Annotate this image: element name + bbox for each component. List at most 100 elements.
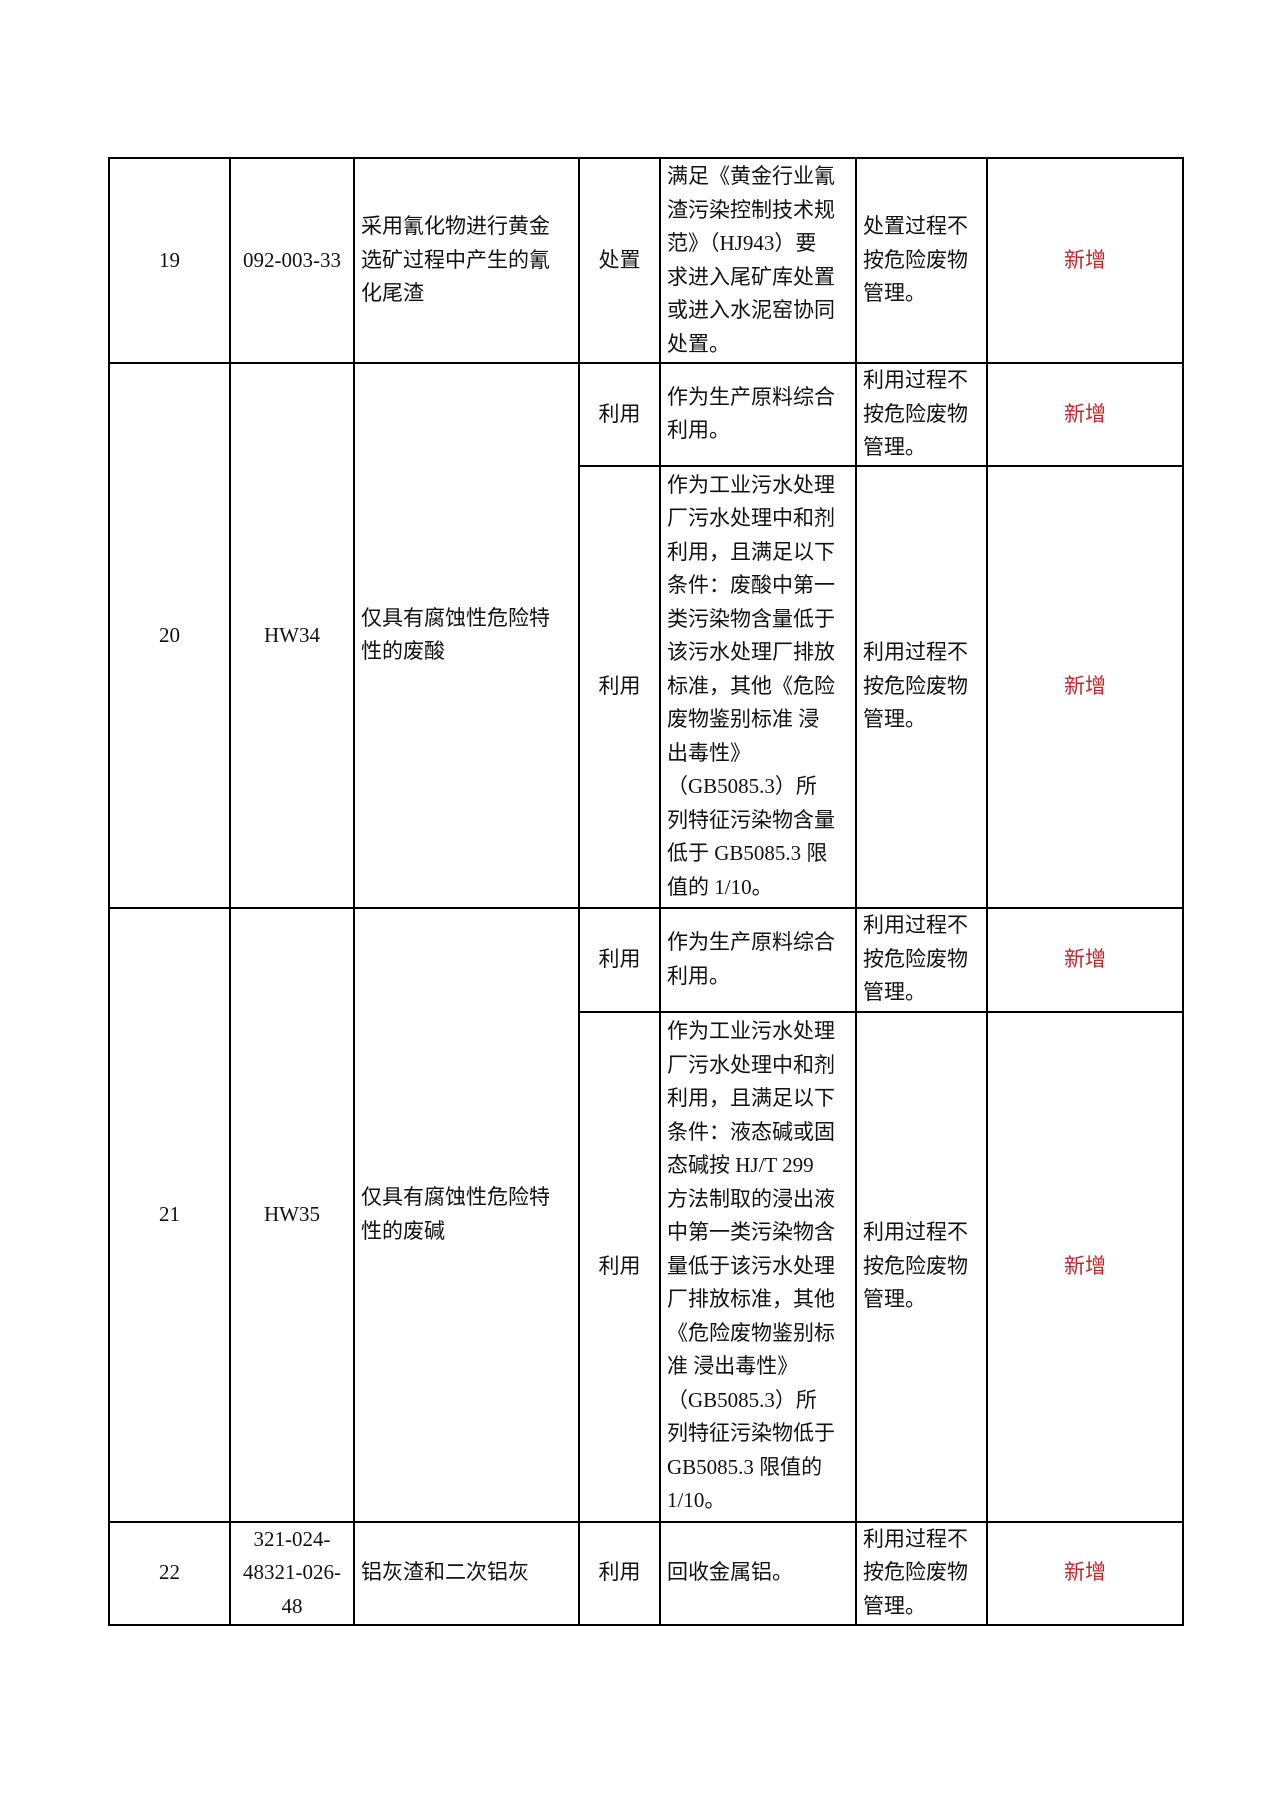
text-line: 1/10。 xyxy=(667,1488,726,1513)
text-line: 按危险废物 xyxy=(863,1253,968,1278)
text-line: 量低于该污水处理 xyxy=(667,1253,835,1278)
table-row: 20 HW34 仅具有腐蚀性危险特 性的废酸 利用 作为生产原料综合 利用。 利用过程不 按危险… xyxy=(108,362,1184,909)
text-line: 该污水处理厂排放 xyxy=(667,640,835,665)
text-line: 仅具有腐蚀性危险特 xyxy=(361,605,550,630)
text-line: 利用过程不 xyxy=(863,1526,968,1551)
row-number: 19 xyxy=(108,157,231,364)
method: 利用 xyxy=(578,1520,661,1626)
text-line: 态碱按 HJ/T 299 xyxy=(667,1153,814,1178)
method: 利用 xyxy=(578,1010,661,1523)
status: 新增 xyxy=(986,157,1184,364)
text-line: 利用过程不 xyxy=(863,368,968,392)
text-line: （GB5085.3）所 xyxy=(667,774,817,799)
table-row: 利用 作为工业污水处理 厂污水处理中和剂 利用，且满足以下 条件：废酸中第一 类污染物含量… xyxy=(109,464,1184,909)
text-line: 厂污水处理中和剂 xyxy=(667,1052,835,1077)
text-line: 仅具有腐蚀性危险特 xyxy=(361,1185,550,1209)
exemption-note: 利用过程不 按危险废物 管理。 xyxy=(855,362,988,467)
text-line: 321-024- xyxy=(253,1526,331,1551)
condition: 回收金属铝。 xyxy=(659,1520,857,1626)
exemption-note: 利用过程不 按危险废物 管理。 xyxy=(855,906,988,1013)
text-line: 求进入尾矿库处置 xyxy=(667,264,835,289)
table-row: 利用 作为工业污水处理 厂污水处理中和剂 利用，且满足以下 条件：液态碱或固 态碱按 HJ… xyxy=(109,1010,1184,1523)
row-number: 20 xyxy=(108,362,231,909)
text-line: 列特征污染物含量 xyxy=(667,807,835,832)
status: 新增 xyxy=(986,362,1184,467)
exemption-note: 利用过程不按危险废物管理。 xyxy=(855,1010,988,1523)
table-row: 22 321-024- 48321-026- 48 铝灰渣和二次铝灰 利用 回收金属铝。 利用… xyxy=(108,1520,1184,1626)
status: 新增 xyxy=(986,1010,1184,1523)
waste-name: 铝灰渣和二次铝灰 xyxy=(353,1520,580,1626)
text-line: （GB5085.3）所 xyxy=(667,1387,817,1412)
row-number: 21 xyxy=(108,906,231,1523)
text-line: 作为工业污水处理 xyxy=(667,472,835,497)
text-line: GB5085.3 限值的 xyxy=(667,1454,823,1479)
text-line: 利用，且满足以下 xyxy=(667,539,835,564)
waste-name: 采用氰化物进行黄金 选矿过程中产生的氰 化尾渣 xyxy=(353,157,580,364)
row-number: 22 xyxy=(108,1520,231,1626)
text-line: 按危险废物 xyxy=(863,1560,968,1585)
text-line: 092-003-33 xyxy=(243,247,341,272)
waste-code: 321-024- 48321-026- 48 xyxy=(229,1520,355,1626)
text-line: 48 xyxy=(281,1593,303,1618)
waste-code: HW34 xyxy=(229,362,355,909)
method: 利用 xyxy=(578,906,661,1013)
status: 新增 xyxy=(986,464,1184,909)
waste-exemption-table: 19 092-003-33 采用氰化物进行黄金 选矿过程中产生的氰 化尾渣 处置 满足《黄金… xyxy=(108,157,1184,1626)
text-line: 方法制取的浸出液 xyxy=(667,1186,835,1211)
text-line: 利用过程不 xyxy=(863,1220,968,1245)
text-line: 条件：废酸中第一 xyxy=(667,573,835,598)
text-line: 厂排放标准，其他 xyxy=(667,1287,835,1312)
status: 新增 xyxy=(986,1520,1184,1626)
text-line: HW34 xyxy=(264,622,320,647)
text-line: 按危险废物 xyxy=(863,946,968,971)
text-line: 满足《黄金行业氰 xyxy=(667,164,835,188)
text-line: 管理。 xyxy=(863,1287,926,1312)
condition: 作为工业污水处理 厂污水处理中和剂 利用，且满足以下 条件：液态碱或固 态碱按 HJ/T… xyxy=(659,1010,857,1523)
text-line: 条件：液态碱或固 xyxy=(667,1119,835,1144)
text-line: 利用，且满足以下 xyxy=(667,1086,835,1111)
text-line: 利用过程不 xyxy=(863,640,968,665)
text-line: 列特征污染物低于 xyxy=(667,1421,835,1446)
text-line: 中第一类污染物含 xyxy=(667,1220,835,1245)
text-line: 利用。 xyxy=(667,418,730,443)
text-line: 按危险废物 xyxy=(863,247,968,272)
method: 处置 xyxy=(578,157,661,364)
condition: 作为生产原料综合 利用。 xyxy=(659,362,857,467)
text-line: 管理。 xyxy=(863,435,926,459)
text-line: 铝灰渣和二次铝灰 xyxy=(361,1560,529,1585)
condition: 满足《黄金行业氰 渣污染控制技术规 范》（HJ943）要 求进入尾矿库处置 或进入水泥窑… xyxy=(659,157,857,364)
table-row: 19 092-003-33 采用氰化物进行黄金 选矿过程中产生的氰 化尾渣 处置 满足《黄金… xyxy=(108,157,1184,364)
text-line: 标准，其他《危险 xyxy=(667,673,835,698)
text-line: 出毒性》 xyxy=(667,740,751,765)
condition: 作为工业污水处理 厂污水处理中和剂 利用，且满足以下 条件：废酸中第一 类污染物含量低于… xyxy=(659,464,857,909)
text-line: 《危险废物鉴别标 xyxy=(667,1320,835,1345)
text-line: HW35 xyxy=(264,1201,320,1226)
waste-name: 仅具有腐蚀性危险特 性的废酸 xyxy=(353,362,580,909)
waste-code: 092-003-33 xyxy=(229,157,355,364)
text-line: 作为生产原料综合 xyxy=(667,930,835,954)
text-line: 低于 GB5085.3 限 xyxy=(667,841,828,866)
text-line: 利用过程不 xyxy=(863,913,968,938)
text-line: 48321-026- xyxy=(243,1560,341,1585)
text-line: 处置过程不 xyxy=(863,214,968,239)
text-line: 或进入水泥窑协同 xyxy=(667,298,835,322)
text-line: 作为生产原料综合 xyxy=(667,384,835,409)
text-line: 作为工业污水处理 xyxy=(667,1019,835,1044)
text-line: 准 浸出毒性》 xyxy=(667,1354,799,1379)
text-line: 利用。 xyxy=(667,963,730,988)
text-line: 值的 1/10。 xyxy=(667,874,773,899)
text-line: 性的废酸 xyxy=(361,639,445,664)
waste-name: 仅具有腐蚀性危险特 性的废碱 xyxy=(353,906,580,1523)
text-line: 回收金属铝。 xyxy=(667,1560,793,1585)
table-row: 21 HW35 仅具有腐蚀性危险特 性的废碱 利用 作为生产原料综合 利用。 利用过程不 按危险… xyxy=(108,906,1184,1523)
method: 利用 xyxy=(578,464,661,909)
exemption-note: 利用过程不 按危险废物 管理。 xyxy=(855,464,988,909)
text-line: 选矿过程中产生的氰 xyxy=(361,247,550,272)
text-line: 采用氰化物进行黄金 xyxy=(361,214,550,239)
text-line: 类污染物含量低于 xyxy=(667,606,835,631)
waste-code: HW35 xyxy=(229,906,355,1523)
status: 新增 xyxy=(986,906,1184,1013)
text-line: 废物鉴别标准 浸 xyxy=(667,707,820,732)
text-line: 按危险废物 xyxy=(863,673,968,698)
text-line: 管理。 xyxy=(863,1593,926,1618)
